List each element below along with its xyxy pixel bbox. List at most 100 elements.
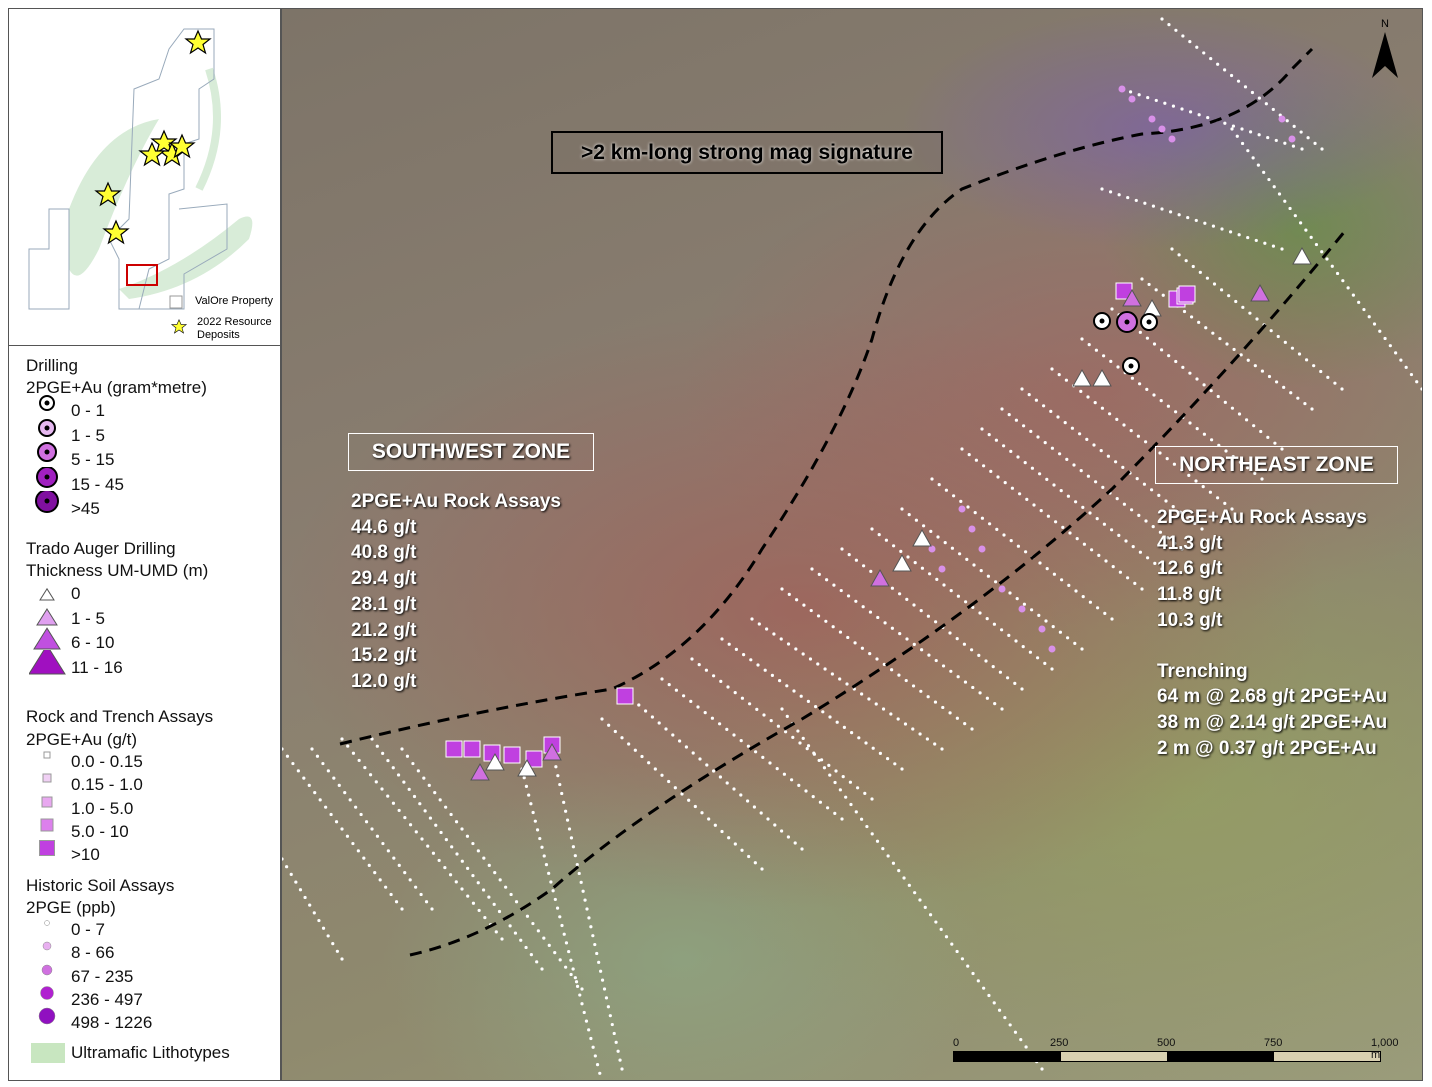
soil-sample-dot <box>604 996 609 1000</box>
soil-sample-dot <box>324 805 328 809</box>
soil-sample-dot <box>593 942 597 947</box>
auger-drill-marker <box>1292 246 1312 265</box>
soil-sample-dot <box>1195 45 1199 49</box>
soil-sample-dot <box>1110 528 1114 532</box>
soil-sample-dot <box>1045 477 1049 481</box>
soil-sample-dot <box>1300 147 1304 151</box>
soil-sample-dot <box>897 869 901 873</box>
soil-sample-dot <box>427 783 431 787</box>
deposit-stars <box>95 29 212 244</box>
soil-sample-dot <box>1177 213 1181 217</box>
auger-drill-marker <box>1250 283 1270 302</box>
soil-sample-dot <box>1271 107 1275 112</box>
soil-sample-dot <box>1330 264 1334 268</box>
inset-map: ValOre Property 2022 Resource Deposits <box>8 8 281 346</box>
soil-sample-dot <box>1022 424 1026 428</box>
soil-sample-dot <box>620 1067 624 1071</box>
legend-soil-subtitle: 2PGE (ppb) <box>26 898 116 917</box>
soil-sample-dot <box>555 906 560 910</box>
soil-sample-dot <box>567 949 571 954</box>
map-canvas[interactable]: N >2 km-long strong mag signature SOUTHW… <box>281 8 1423 1081</box>
soil-sample-dot <box>1034 398 1038 402</box>
soil-sample-dot <box>1271 244 1276 248</box>
soil-sample-dot <box>1420 387 1422 391</box>
soil-sample-dot <box>725 781 729 785</box>
soil-sample-dot <box>1158 530 1162 534</box>
soil-sample-dot <box>1262 170 1266 174</box>
soil-sample-dot <box>968 525 976 533</box>
soil-sample-dot <box>598 1071 602 1075</box>
soil-sample-dot <box>854 810 858 814</box>
scale-tick-label: 250 <box>1050 1037 1069 1049</box>
soil-sample-dot <box>761 755 765 760</box>
soil-sample-dot <box>892 544 896 548</box>
soil-sample-dot <box>1246 149 1250 153</box>
soil-sample-dot <box>762 713 766 717</box>
soil-sample-dot <box>584 1019 589 1023</box>
soil-sample-dot <box>886 757 890 761</box>
soil-sample-dot <box>1346 286 1350 290</box>
soil-sample-dot <box>560 791 564 796</box>
soil-sample-dot <box>535 828 540 832</box>
soil-sample-dot <box>1174 359 1178 364</box>
soil-sample-dot <box>902 876 906 880</box>
soil-sample-dot <box>718 775 722 779</box>
soil-sample-dot <box>1019 1038 1023 1042</box>
soil-sample-dot <box>963 722 967 726</box>
soil-sample-dot <box>1168 210 1173 214</box>
soil-sample-dot <box>1030 466 1034 470</box>
soil-sample-dot <box>524 945 528 950</box>
soil-sample-dot <box>423 809 427 813</box>
soil-sample-dot <box>904 678 908 683</box>
soil-sample-dot <box>759 811 763 815</box>
legend-rock-title: Rock and Trench Assays <box>26 707 214 726</box>
soil-sample-dot <box>710 716 714 720</box>
list-item: 64 m @ 2.68 g/t 2PGE+Au <box>1157 686 1388 708</box>
southwest-zone-label: SOUTHWEST ZONE <box>348 433 594 471</box>
soil-sample-dot <box>1266 435 1270 439</box>
soil-sample-dot <box>732 787 736 791</box>
soil-sample-dot <box>786 642 791 646</box>
soil-sample-dot <box>1138 550 1142 554</box>
soil-sample-dot <box>431 851 436 855</box>
soil-sample-dot <box>454 880 458 884</box>
soil-sample-dot <box>919 609 923 613</box>
soil-sample-dot <box>817 758 821 763</box>
legend-soil-title: Historic Soil Assays <box>26 876 175 895</box>
soil-sample-dot <box>1072 463 1076 467</box>
soil-sample-dot <box>1137 93 1141 97</box>
soil-sample-dot <box>1115 497 1119 501</box>
soil-sample-dot <box>524 784 529 788</box>
soil-sample-dot <box>1274 138 1278 143</box>
soil-sample-dot <box>1171 505 1175 509</box>
soil-sample-dot <box>1248 311 1252 315</box>
soil-sample-dot <box>542 854 546 858</box>
soil-sample-dot <box>614 1040 618 1044</box>
soil-sample-dot <box>1106 454 1110 458</box>
soil-sample-dot <box>839 588 843 593</box>
soil-sample-dot <box>682 694 686 698</box>
soil-sample-dot <box>1036 656 1040 660</box>
soil-sample-dot <box>980 427 984 431</box>
soil-sample-dot <box>334 820 339 824</box>
soil-sample-dot <box>739 739 743 743</box>
soil-sample-dot <box>1138 330 1142 334</box>
soil-sample-dot <box>1006 676 1010 680</box>
rock-symbol-icon <box>41 796 53 808</box>
soil-sample-dot <box>1114 460 1118 464</box>
soil-sample-dot <box>806 744 811 748</box>
soil-sample-dot <box>1140 587 1144 591</box>
soil-sample-dot <box>416 769 420 773</box>
soil-sample-dot <box>966 964 970 968</box>
soil-sample-dot <box>684 745 688 749</box>
soil-sample-dot <box>298 888 303 892</box>
soil-sample-dot <box>958 552 962 556</box>
soil-sample-dot <box>749 658 753 662</box>
soil-sample-dot <box>1267 177 1271 182</box>
soil-sample-dot <box>1234 299 1238 304</box>
soil-sample-dot <box>359 812 363 817</box>
soil-sample-dot <box>1058 452 1062 456</box>
soil-sample-dot <box>766 817 770 821</box>
soil-sample-dot <box>407 787 411 791</box>
soil-sample-dot <box>903 722 908 726</box>
